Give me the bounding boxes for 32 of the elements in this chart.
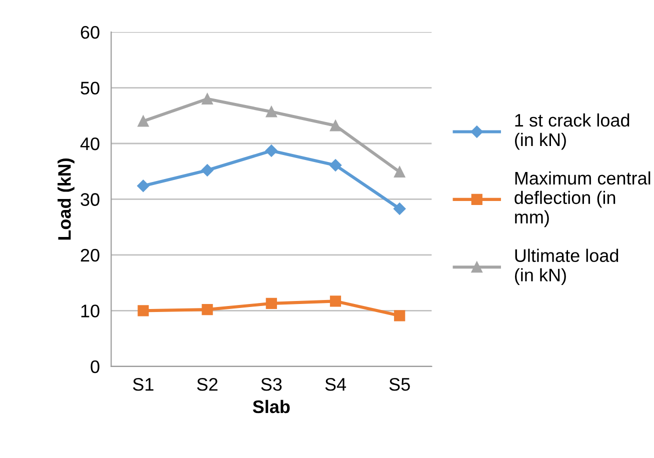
- point: [394, 310, 406, 322]
- legend-label: Maximum central deflection (in mm): [514, 171, 650, 228]
- point: [330, 120, 342, 132]
- x-axis-title: Slab: [252, 400, 290, 414]
- y-tick-label: 0: [90, 360, 100, 374]
- point: [138, 116, 149, 127]
- point: [266, 106, 277, 118]
- point: [137, 180, 150, 192]
- point: [201, 164, 214, 176]
- point: [265, 144, 278, 157]
- x-tick-label: S3: [261, 378, 282, 391]
- point: [266, 298, 277, 309]
- x-tick-label: S1: [133, 378, 154, 391]
- y-axis-title: Load (kN): [58, 158, 74, 240]
- point: [330, 296, 342, 307]
- point: [329, 159, 342, 172]
- y-tick-label: 50: [80, 82, 100, 95]
- y-tick-label: 20: [80, 248, 100, 262]
- y-tick-label: 40: [80, 137, 100, 150]
- y-tick-label: 30: [80, 193, 100, 206]
- point: [394, 166, 406, 178]
- point: [394, 202, 406, 215]
- legend-label: 1 st crack load (in kN): [515, 113, 630, 150]
- x-tick-label: S2: [197, 378, 218, 391]
- point: [202, 93, 213, 104]
- point: [202, 304, 213, 316]
- legend-label: Ultimate load (in kN): [515, 248, 618, 286]
- y-tick-label: 10: [81, 304, 100, 318]
- y-tick-label: 60: [80, 26, 100, 39]
- x-tick-label: S5: [389, 378, 410, 391]
- point: [138, 305, 149, 316]
- x-tick-label: S4: [325, 378, 346, 391]
